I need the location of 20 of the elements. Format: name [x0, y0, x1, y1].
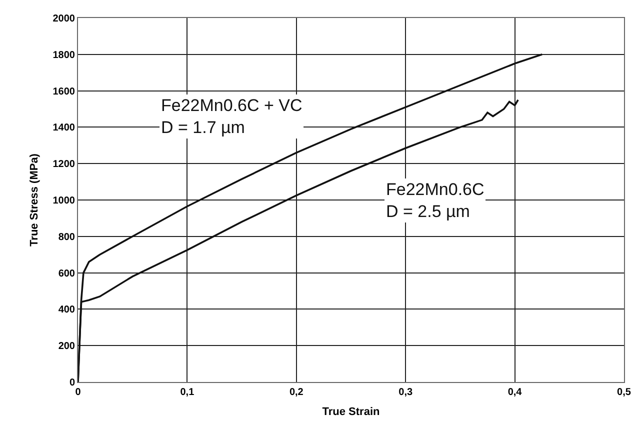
x-tick-label: 0,5	[617, 387, 632, 398]
y-tick-label: 800	[58, 232, 76, 243]
x-tick-label: 0,1	[180, 387, 195, 398]
y-tick-label: 200	[58, 341, 76, 352]
x-tick-label: 0,2	[289, 387, 304, 398]
y-tick-label: 1200	[52, 159, 76, 170]
x-tick-label: 0,3	[398, 387, 413, 398]
y-tick-label: 1000	[52, 196, 76, 206]
y-tick-label: 0	[69, 378, 76, 388]
y-tick-label: 2000	[52, 14, 76, 24]
y-tick-label: 600	[58, 268, 76, 280]
series-label: Fe22Mn0.6C + VC D = 1.7 µm	[161, 96, 302, 138]
x-tick-label: 0,4	[508, 387, 522, 398]
y-axis-title: True Stress (MPa)	[28, 153, 40, 246]
y-tick-label: 400	[58, 304, 76, 316]
y-tick-label: 1600	[52, 86, 76, 98]
y-tick-label: 1400	[52, 122, 76, 134]
y-tick-label: 1800	[52, 50, 76, 61]
series-label: Fe22Mn0.6C D = 2.5 µm	[386, 180, 484, 222]
x-axis-title: True Strain	[322, 406, 380, 418]
